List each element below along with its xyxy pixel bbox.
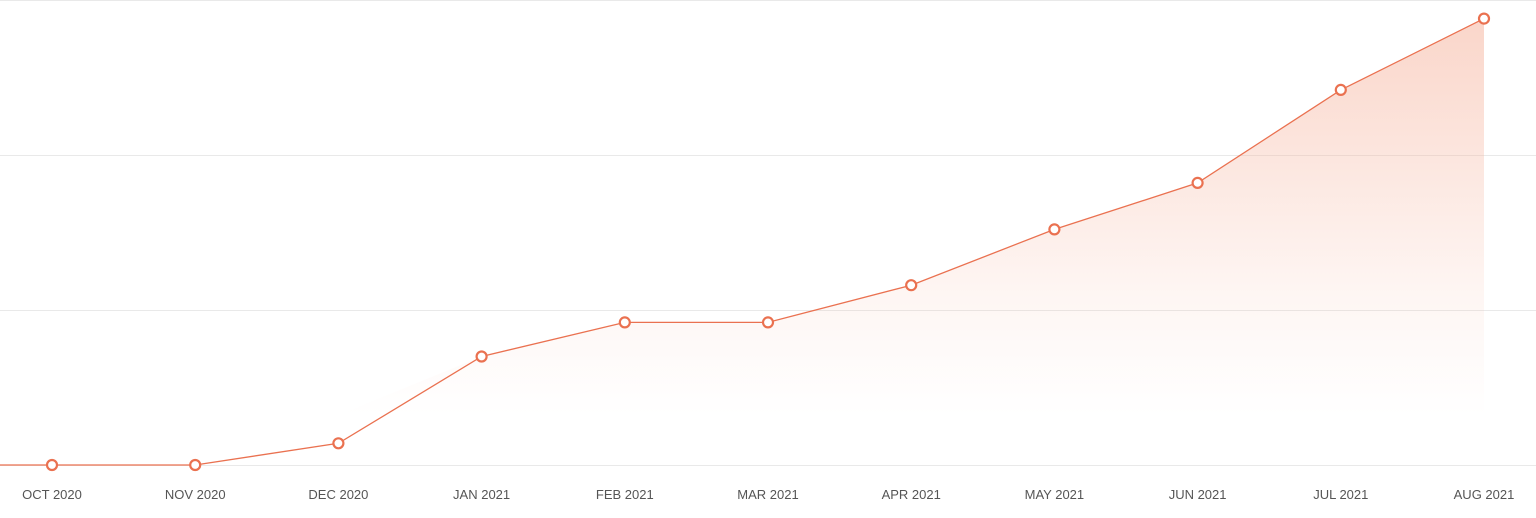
area-fill-layer — [52, 18, 1484, 415]
x-tick-label-10: AUG 2021 — [1454, 487, 1515, 502]
x-tick-label-0: OCT 2020 — [22, 487, 82, 502]
data-point-5[interactable] — [761, 316, 775, 329]
data-point-7[interactable] — [1048, 223, 1061, 236]
x-axis-tick-labels: OCT 2020 NOV 2020 DEC 2020 JAN 2021 FEB 2021… — [22, 487, 1514, 502]
x-tick-label-4: FEB 2021 — [596, 487, 654, 502]
data-point-3[interactable] — [475, 350, 488, 363]
data-point-0[interactable] — [45, 458, 59, 472]
x-tick-label-5: MAR 2021 — [737, 487, 798, 502]
x-tick-label-1: NOV 2020 — [165, 487, 226, 502]
data-point-10[interactable] — [1477, 12, 1491, 25]
x-tick-label-8: JUN 2021 — [1169, 487, 1227, 502]
series-line-layer — [0, 18, 1485, 466]
data-point-9[interactable] — [1334, 83, 1347, 97]
data-points — [45, 12, 1491, 472]
x-tick-label-7: MAY 2021 — [1025, 487, 1085, 502]
x-tick-label-6: APR 2021 — [882, 487, 941, 502]
data-point-6[interactable] — [905, 279, 918, 292]
series-line — [0, 18, 1485, 466]
x-tick-label-3: JAN 2021 — [453, 487, 510, 502]
data-point-4[interactable] — [618, 316, 631, 329]
x-tick-label-9: JUL 2021 — [1313, 487, 1368, 502]
x-tick-label-2: DEC 2020 — [308, 487, 368, 502]
data-point-1[interactable] — [189, 458, 202, 472]
data-point-8[interactable] — [1191, 176, 1204, 189]
series-area-fill — [52, 18, 1484, 415]
data-point-2[interactable] — [332, 437, 345, 450]
